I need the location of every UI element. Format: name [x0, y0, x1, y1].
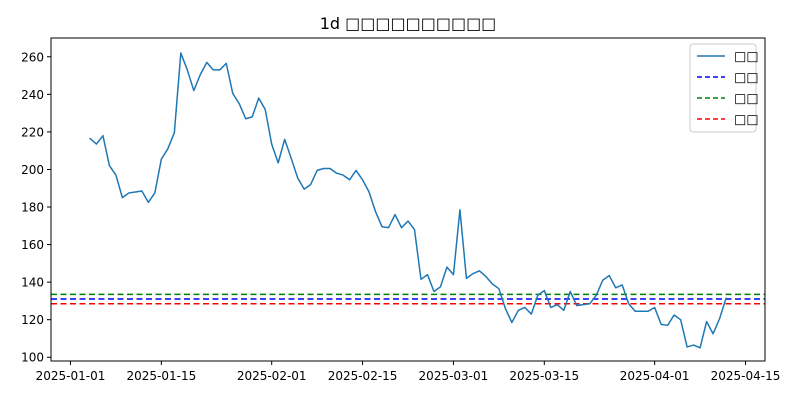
- x-tick-label: 2025-04-01: [620, 369, 690, 383]
- y-tick-label: 260: [21, 50, 44, 64]
- y-tick-label: 200: [21, 163, 44, 177]
- y-tick-label: 120: [21, 313, 44, 327]
- plot-frame: [50, 37, 766, 362]
- x-tick-label: 2025-01-15: [126, 369, 196, 383]
- legend-label: □□: [734, 92, 759, 107]
- x-tick-label: 2025-01-01: [36, 369, 106, 383]
- chart-title: 1d □□□□□□□□□□: [320, 14, 497, 33]
- x-tick-label: 2025-02-15: [328, 369, 398, 383]
- x-tick-label: 2025-03-01: [419, 369, 489, 383]
- x-tick-label: 2025-03-15: [509, 369, 579, 383]
- y-tick-label: 180: [21, 201, 44, 215]
- y-tick-label: 140: [21, 276, 44, 290]
- series-line-price: [89, 52, 727, 349]
- y-tick-label: 160: [21, 238, 44, 252]
- legend-label: □□: [734, 50, 759, 65]
- x-tick-label: 2025-02-01: [237, 369, 307, 383]
- y-tick-label: 100: [21, 351, 44, 365]
- legend-label: □□: [734, 71, 759, 86]
- plot-area: 2025-01-01 2025-01-15 2025-02-01 2025-02-15…: [21, 37, 781, 383]
- x-tick-label: 2025-04-15: [711, 369, 781, 383]
- y-tick-label: 240: [21, 88, 44, 102]
- legend-label: □□: [734, 113, 759, 128]
- y-tick-label: 220: [21, 125, 44, 139]
- legend-box: [689, 43, 757, 133]
- legend: □□ □□ □□ □□: [689, 43, 759, 133]
